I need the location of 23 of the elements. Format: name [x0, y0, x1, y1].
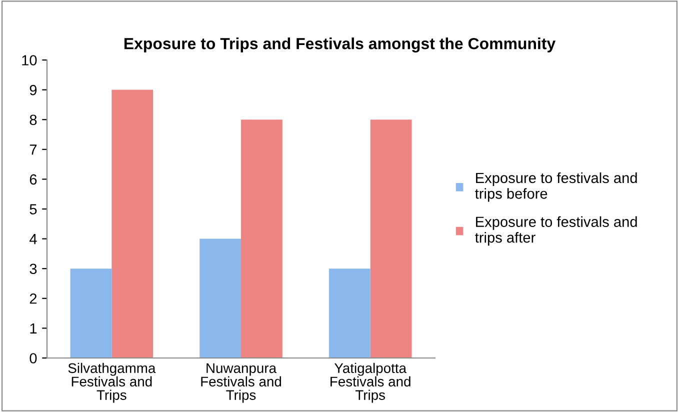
- y-tick-label: 8: [30, 114, 37, 126]
- y-tick-label: 6: [30, 174, 37, 185]
- y-tick-label: 4: [30, 234, 37, 244]
- bar: [70, 268, 112, 358]
- y-tick-label: 5: [30, 204, 37, 214]
- chart-title: Exposure to Trips and Festivals amongst the Community: [124, 38, 556, 52]
- legend-label: Exposure to festivals and trips after: [475, 216, 637, 246]
- y-tick-label: 9: [30, 84, 37, 96]
- legend-label: Exposure to festivals and trips before: [475, 172, 637, 202]
- x-tick-label: Nuwanpura Festivals and Trips: [201, 363, 282, 403]
- bar: [328, 268, 370, 358]
- y-tick-label: 7: [30, 144, 37, 155]
- y-tick-label: 0: [30, 353, 37, 364]
- y-tick-label: 1: [30, 323, 37, 334]
- y-tick-label: 2: [30, 294, 37, 304]
- bar: [241, 120, 282, 358]
- bar: [112, 90, 154, 358]
- x-tick-label: Yatigalpotta Festivals and Trips: [330, 362, 410, 403]
- y-tick-label: 3: [30, 264, 37, 274]
- y-tick-label: 10: [22, 55, 37, 66]
- x-tick-label: Silvathgamma Festivals and Trips: [68, 362, 156, 403]
- bar: [370, 120, 412, 358]
- bar: [200, 238, 241, 358]
